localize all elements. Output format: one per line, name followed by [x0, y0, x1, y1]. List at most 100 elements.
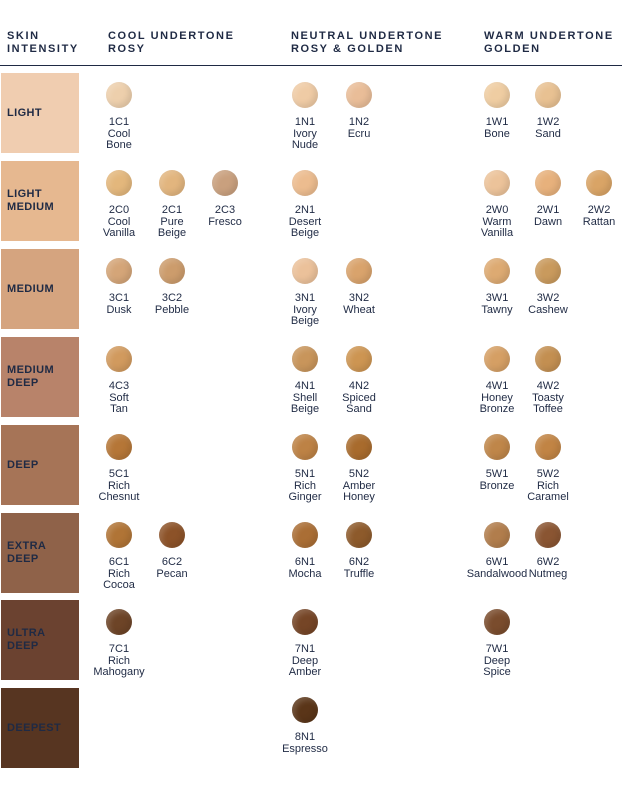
shade-swatch[interactable] [346, 346, 372, 372]
shade-5n1[interactable]: 5N1 Rich Ginger [270, 434, 340, 504]
shade-swatch[interactable] [106, 258, 132, 284]
shade-swatch[interactable] [106, 609, 132, 635]
shade-swatch[interactable] [159, 170, 185, 196]
intensity-band: ULTRA DEEP [1, 600, 79, 680]
shade-6w1[interactable]: 6W1 Sandalwood [462, 522, 532, 580]
shade-name: Desert [288, 215, 322, 228]
shade-swatch[interactable] [106, 522, 132, 548]
shade-code: 4C3 [108, 380, 130, 392]
shade-code: 1C1 [108, 116, 130, 128]
shade-6c2[interactable]: 6C2 Pecan [137, 522, 207, 580]
shade-code: 2W2 [587, 204, 611, 216]
shade-8n1[interactable]: 8N1 Espresso [270, 697, 340, 755]
shade-name: Toasty [532, 391, 564, 404]
shade-6n1[interactable]: 6N1 Mocha [270, 522, 340, 580]
shade-5w2[interactable]: 5W2 Rich Caramel [513, 434, 583, 504]
shade-swatch[interactable] [346, 258, 372, 284]
shade-1c1[interactable]: 1C1 Cool Bone [84, 82, 154, 152]
shade-3n1[interactable]: 3N1 Ivory Beige [270, 258, 340, 328]
shade-swatch[interactable] [535, 258, 561, 284]
shade-2c1[interactable]: 2C1 Pure Beige [137, 170, 207, 240]
shade-3c1[interactable]: 3C1 Dusk [84, 258, 154, 316]
shade-1n2[interactable]: 1N2 Ecru [324, 82, 394, 140]
shade-swatch[interactable] [535, 346, 561, 372]
shade-7w1[interactable]: 7W1 Deep Spice [462, 609, 532, 679]
shade-swatch[interactable] [106, 170, 132, 196]
shade-swatch[interactable] [484, 522, 510, 548]
shade-swatch[interactable] [535, 434, 561, 460]
shade-2w2[interactable]: 2W2 Rattan [564, 170, 624, 228]
shade-name: Espresso [282, 742, 328, 755]
shade-code: 3W1 [485, 292, 509, 304]
shade-code: 6W2 [536, 556, 560, 568]
shade-1n1[interactable]: 1N1 Ivory Nude [270, 82, 340, 152]
shade-swatch[interactable] [292, 697, 318, 723]
shade-swatch[interactable] [484, 434, 510, 460]
shade-7c1[interactable]: 7C1 Rich Mahogany [84, 609, 154, 679]
shade-4w1[interactable]: 4W1 Honey Bronze [462, 346, 532, 416]
shade-5n2[interactable]: 5N2 Amber Honey [324, 434, 394, 504]
shade-7n1[interactable]: 7N1 Deep Amber [270, 609, 340, 679]
shade-name: Fresco [208, 215, 242, 228]
shade-code: 3C2 [161, 292, 183, 304]
shade-swatch[interactable] [292, 434, 318, 460]
shade-6c1[interactable]: 6C1 Rich Cocoa [84, 522, 154, 592]
shade-2w0[interactable]: 2W0 Warm Vanilla [462, 170, 532, 240]
shade-swatch[interactable] [212, 170, 238, 196]
shade-5w1[interactable]: 5W1 Bronze [462, 434, 532, 492]
shade-swatch[interactable] [346, 434, 372, 460]
shade-swatch[interactable] [484, 258, 510, 284]
shade-code: 1N1 [294, 116, 316, 128]
shade-swatch[interactable] [106, 82, 132, 108]
shade-swatch[interactable] [292, 609, 318, 635]
shade-name: Tawny [481, 303, 513, 316]
shade-name: Mocha [288, 567, 322, 580]
shade-4w2[interactable]: 4W2 Toasty Toffee [513, 346, 583, 416]
shade-3w1[interactable]: 3W1 Tawny [462, 258, 532, 316]
shade-6n2[interactable]: 6N2 Truffle [324, 522, 394, 580]
shade-swatch[interactable] [346, 82, 372, 108]
shade-swatch[interactable] [535, 170, 561, 196]
shade-code: 2C1 [161, 204, 183, 216]
intensity-band: DEEPEST [1, 688, 79, 768]
shade-swatch[interactable] [292, 82, 318, 108]
shade-swatch[interactable] [292, 346, 318, 372]
intensity-band: EXTRA DEEP [1, 513, 79, 593]
shade-swatch[interactable] [484, 609, 510, 635]
shade-6w2[interactable]: 6W2 Nutmeg [513, 522, 583, 580]
shade-3n2[interactable]: 3N2 Wheat [324, 258, 394, 316]
header-neutral-undertone: NEUTRAL UNDERTONE ROSY & GOLDEN [291, 30, 444, 55]
shade-swatch[interactable] [484, 170, 510, 196]
shade-5c1[interactable]: 5C1 Rich Chesnut [84, 434, 154, 504]
shade-swatch[interactable] [292, 522, 318, 548]
shade-swatch[interactable] [586, 170, 612, 196]
shade-2w1[interactable]: 2W1 Dawn [513, 170, 583, 228]
shade-swatch[interactable] [159, 258, 185, 284]
shade-swatch[interactable] [535, 522, 561, 548]
shade-swatch[interactable] [484, 346, 510, 372]
shade-swatch[interactable] [106, 346, 132, 372]
shade-4n2[interactable]: 4N2 Spiced Sand [324, 346, 394, 416]
shade-name: Truffle [343, 567, 375, 580]
shade-swatch[interactable] [484, 82, 510, 108]
shade-swatch[interactable] [292, 258, 318, 284]
shade-swatch[interactable] [346, 522, 372, 548]
shade-2n1[interactable]: 2N1 Desert Beige [270, 170, 340, 240]
shade-name: Warm [482, 215, 512, 228]
shade-2c0[interactable]: 2C0 Cool Vanilla [84, 170, 154, 240]
shade-swatch[interactable] [106, 434, 132, 460]
shade-name: Bronze [479, 479, 515, 492]
shade-swatch[interactable] [292, 170, 318, 196]
shade-2c3[interactable]: 2C3 Fresco [190, 170, 260, 228]
shade-swatch[interactable] [535, 82, 561, 108]
shade-swatch[interactable] [159, 522, 185, 548]
shade-name: Shell [292, 391, 318, 404]
shade-3c2[interactable]: 3C2 Pebble [137, 258, 207, 316]
shade-name: Toffee [533, 403, 563, 415]
shade-1w1[interactable]: 1W1 Bone [462, 82, 532, 140]
shade-4c3[interactable]: 4C3 Soft Tan [84, 346, 154, 416]
shade-3w2[interactable]: 3W2 Cashew [513, 258, 583, 316]
shade-4n1[interactable]: 4N1 Shell Beige [270, 346, 340, 416]
shade-name: Chesnut [98, 491, 140, 503]
shade-1w2[interactable]: 1W2 Sand [513, 82, 583, 140]
